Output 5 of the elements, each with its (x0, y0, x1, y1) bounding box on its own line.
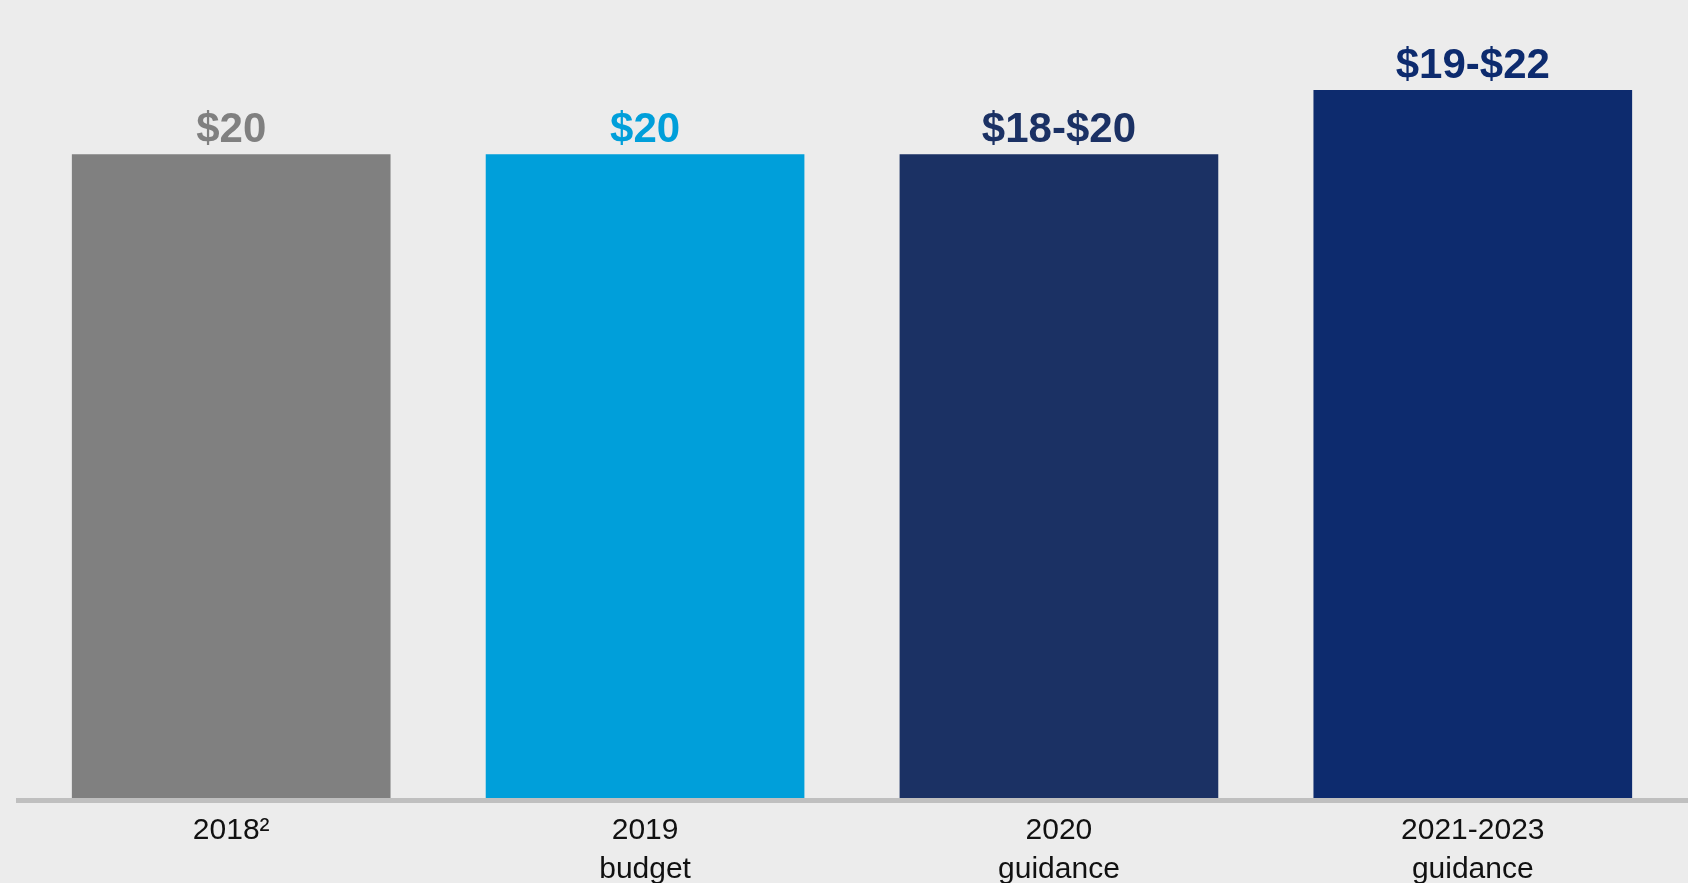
x-tick-label: 2018² (192, 812, 270, 845)
data-label: $20 (196, 104, 267, 152)
data-label: $18-$20 (981, 104, 1136, 152)
data-label: $20 (610, 104, 681, 152)
data-label: $19-$22 (1395, 40, 1550, 87)
